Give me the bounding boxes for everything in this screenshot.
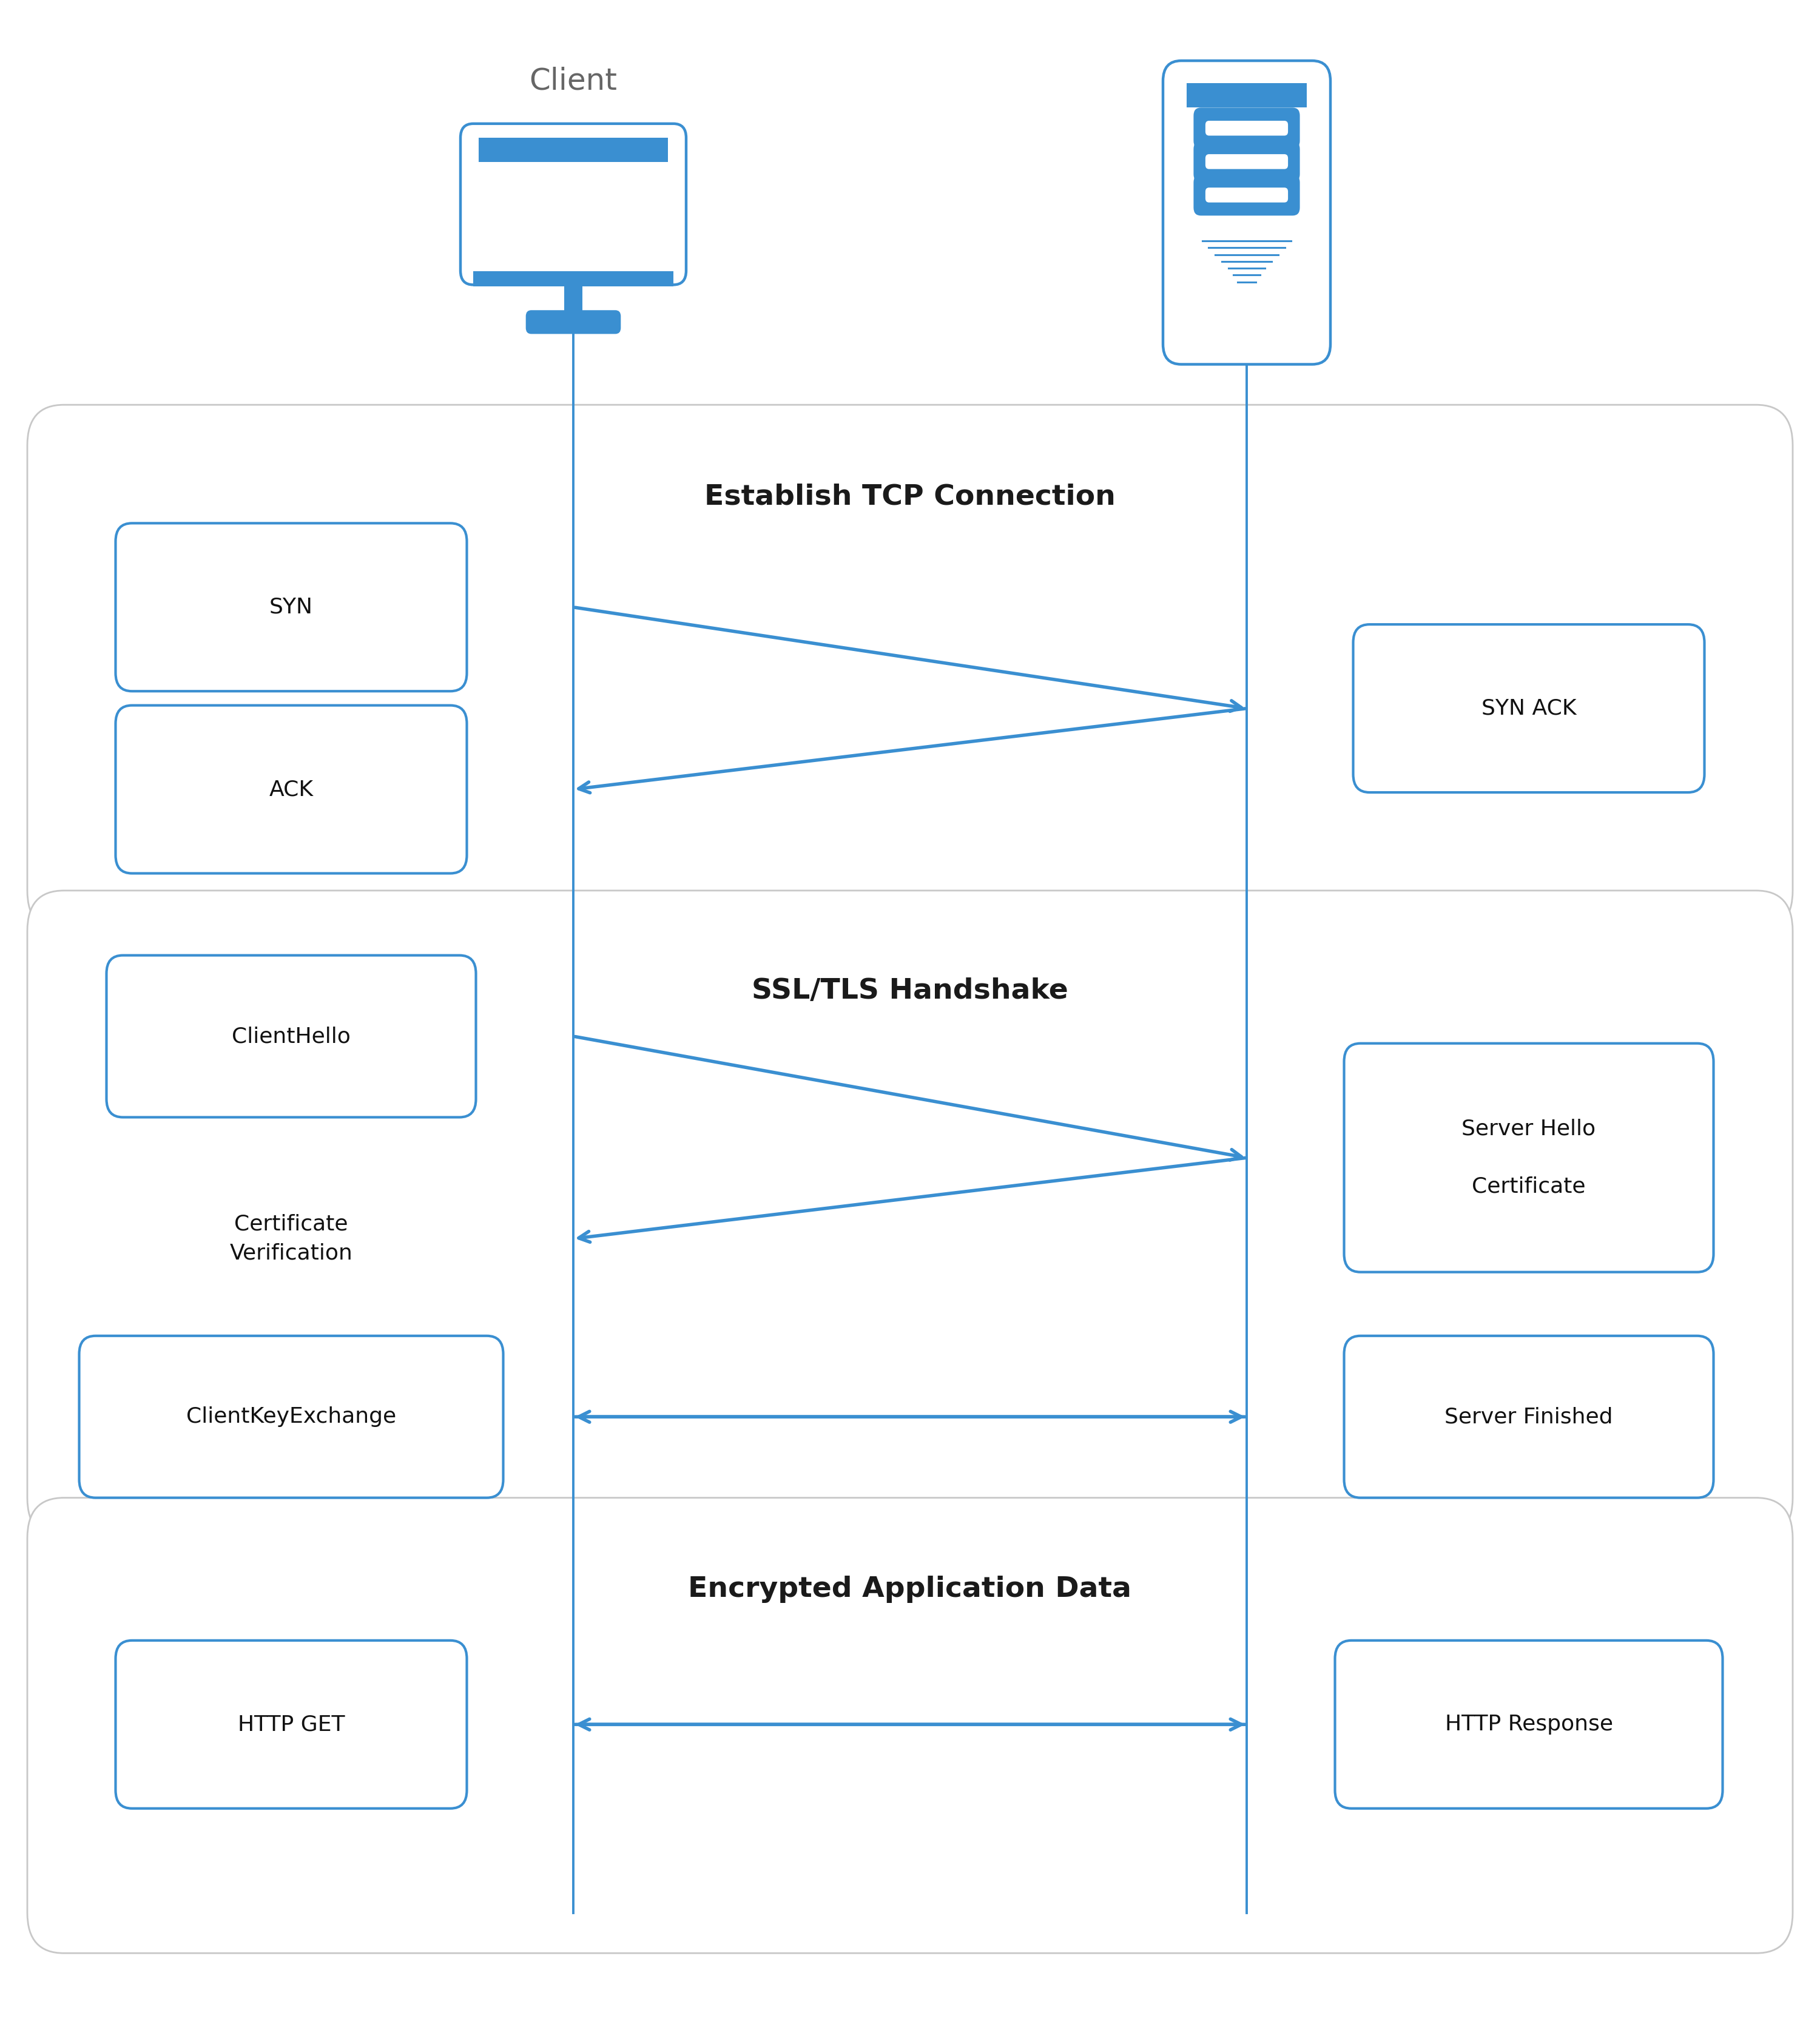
FancyBboxPatch shape [1343,1336,1714,1498]
FancyBboxPatch shape [1194,142,1299,182]
Text: SYN ACK: SYN ACK [1481,698,1576,719]
FancyBboxPatch shape [1194,174,1299,217]
Text: SSL/TLS Handshake: SSL/TLS Handshake [752,978,1068,1004]
FancyBboxPatch shape [116,1639,466,1809]
FancyBboxPatch shape [80,1336,502,1498]
FancyBboxPatch shape [473,271,673,285]
FancyBboxPatch shape [1187,83,1307,107]
Text: ClientKeyExchange: ClientKeyExchange [186,1407,397,1427]
FancyBboxPatch shape [1205,188,1289,202]
FancyBboxPatch shape [460,123,686,285]
Text: ClientHello: ClientHello [231,1026,351,1046]
FancyBboxPatch shape [1205,121,1289,136]
Text: Certificate
Verification: Certificate Verification [229,1214,353,1263]
FancyBboxPatch shape [1205,154,1289,170]
FancyBboxPatch shape [1194,107,1299,150]
FancyBboxPatch shape [106,955,477,1117]
FancyBboxPatch shape [526,310,621,334]
Text: HTTP Response: HTTP Response [1445,1714,1613,1735]
FancyBboxPatch shape [116,706,466,874]
Text: Server Hello

Certificate: Server Hello Certificate [1461,1119,1596,1196]
FancyBboxPatch shape [1163,61,1330,364]
Text: ACK: ACK [269,779,313,799]
Text: Server: Server [1198,67,1296,95]
FancyBboxPatch shape [1352,623,1704,791]
FancyBboxPatch shape [27,405,1793,931]
FancyBboxPatch shape [1343,1044,1714,1273]
FancyBboxPatch shape [27,1498,1793,1953]
FancyBboxPatch shape [564,285,582,316]
Text: HTTP GET: HTTP GET [238,1714,344,1735]
Text: SYN: SYN [269,597,313,617]
Text: Establish TCP Connection: Establish TCP Connection [704,484,1116,510]
FancyBboxPatch shape [27,891,1793,1538]
Text: Server Finished: Server Finished [1445,1407,1613,1427]
Text: Client: Client [530,67,617,95]
FancyBboxPatch shape [1334,1639,1722,1809]
Text: Encrypted Application Data: Encrypted Application Data [688,1575,1132,1603]
FancyBboxPatch shape [479,138,668,162]
FancyBboxPatch shape [116,524,466,692]
